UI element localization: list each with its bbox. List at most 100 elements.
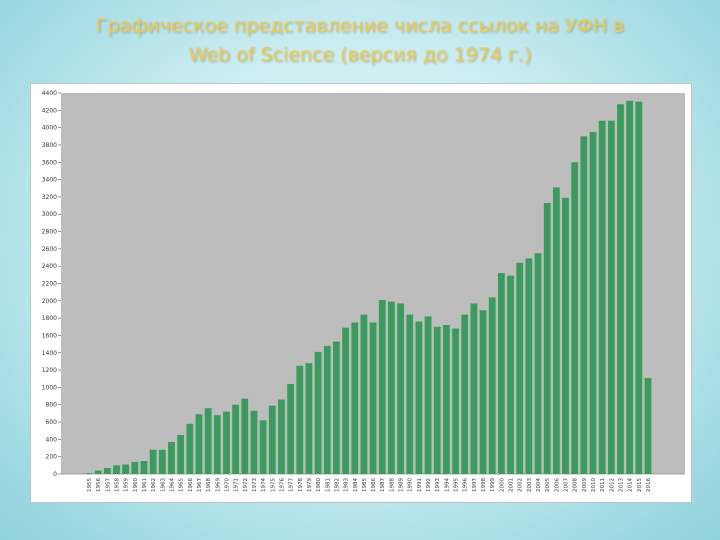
x-tick-label: 1974 <box>261 478 267 492</box>
x-tick-label: 1992 <box>426 478 432 492</box>
bar-1967 <box>195 414 203 474</box>
x-tick-label: 1994 <box>444 478 450 492</box>
x-tick-label: 1999 <box>490 478 496 492</box>
x-tick-label: 1962 <box>151 478 157 492</box>
bar-1972 <box>241 398 249 474</box>
title-line-2: Web of Science (версия до 1974 г.) <box>188 44 532 66</box>
bar-2010 <box>589 131 597 474</box>
x-tick-label: 1972 <box>243 478 249 492</box>
y-tick-label: 4000 <box>42 125 57 132</box>
chart-frame: 0 200 400 600 800 1000 1200 1400 1600 1800 2000 220… <box>30 83 692 503</box>
y-tick-label: 1400 <box>42 350 57 357</box>
bar-1978 <box>296 365 304 474</box>
y-tick-label: 800 <box>46 402 58 409</box>
y-tick-label: 3200 <box>42 194 57 201</box>
x-tick-label: 1976 <box>279 478 285 492</box>
bar-1995 <box>452 328 459 474</box>
x-tick-label: 1995 <box>454 478 460 492</box>
bar-1963 <box>158 449 166 474</box>
bar-2003 <box>525 258 533 474</box>
x-tick-label: 2013 <box>619 478 625 492</box>
bar-1980 <box>314 351 322 474</box>
y-tick-label: 1200 <box>42 367 57 374</box>
bar-2015 <box>635 101 643 474</box>
x-tick-label: 1981 <box>325 478 331 492</box>
bar-1971 <box>232 404 240 474</box>
x-tick-label: 2003 <box>527 478 533 492</box>
x-tick-label: 1985 <box>362 478 368 492</box>
bar-1992 <box>424 316 432 474</box>
x-tick-label: 1969 <box>215 478 221 492</box>
bar-1975 <box>268 405 276 474</box>
x-tick-label: 2007 <box>564 478 570 492</box>
y-tick-label: 3600 <box>42 159 57 166</box>
bar-1958 <box>113 465 120 474</box>
x-tick-label: 2010 <box>591 478 597 492</box>
x-tick-label: 1970 <box>224 478 230 492</box>
bar-2001 <box>507 275 514 474</box>
bar-2002 <box>516 262 524 474</box>
y-tick-label: 0 <box>53 471 57 478</box>
y-tick-label: 2400 <box>42 263 57 270</box>
x-tick-label: 1991 <box>417 478 423 492</box>
x-tick-label: 1975 <box>270 478 276 492</box>
x-tick-label: 1956 <box>96 478 102 492</box>
bar-1959 <box>122 464 130 474</box>
bar-1996 <box>461 314 469 474</box>
x-tick-label: 1973 <box>252 478 258 492</box>
bar-1965 <box>177 435 185 474</box>
bar-1962 <box>149 449 157 474</box>
title-line-1: Графическое представление числа ссылок н… <box>95 15 625 37</box>
x-tick-label: 1989 <box>399 478 405 492</box>
x-tick-label: 2006 <box>554 478 560 492</box>
y-tick-label: 3000 <box>42 211 57 218</box>
bar-1956 <box>94 470 102 474</box>
bar-1991 <box>415 321 423 474</box>
x-tick-label: 2001 <box>509 478 515 492</box>
x-tick-label: 1996 <box>463 478 469 492</box>
x-tick-label: 1983 <box>344 478 350 492</box>
x-tick-label: 1964 <box>169 478 175 492</box>
x-tick-label: 1971 <box>234 478 240 492</box>
bar-1993 <box>433 326 441 474</box>
bar-1983 <box>342 327 349 474</box>
bar-1984 <box>351 322 359 474</box>
y-tick-label: 200 <box>46 454 58 461</box>
bar-1970 <box>223 411 230 474</box>
x-tick-label: 2011 <box>600 478 606 492</box>
bar-chart: 0 200 400 600 800 1000 1200 1400 1600 1800 2000 220… <box>42 90 685 492</box>
bar-1961 <box>140 461 148 474</box>
bar-2009 <box>580 136 588 474</box>
y-tick-label: 1800 <box>42 315 57 322</box>
x-tick-label: 1980 <box>316 478 322 492</box>
y-tick-label: 4400 <box>42 90 57 97</box>
x-tick-label: 1987 <box>380 478 386 492</box>
bar-1999 <box>488 297 496 474</box>
x-tick-label: 1982 <box>334 478 340 492</box>
bar-2012 <box>607 120 615 474</box>
x-tick-label: 1978 <box>298 478 304 492</box>
bar-1979 <box>305 363 313 474</box>
x-tick-label: 1960 <box>133 478 139 492</box>
bar-1966 <box>186 423 194 474</box>
bar-1981 <box>323 345 331 474</box>
x-tick-label: 1957 <box>105 478 111 492</box>
bar-1974 <box>259 420 267 474</box>
x-tick-label: 1959 <box>124 478 130 492</box>
y-tick-label: 3400 <box>42 177 57 184</box>
x-tick-label: 2014 <box>628 478 634 492</box>
x-tick-label: 1966 <box>188 478 194 492</box>
y-tick-label: 2600 <box>42 246 57 253</box>
bar-2004 <box>534 253 542 474</box>
slide-title: Графическое представление числа ссылок н… <box>0 12 720 70</box>
x-tick-label: 1988 <box>389 478 395 492</box>
y-tick-label: 2000 <box>42 298 57 305</box>
y-tick-label: 2800 <box>42 229 57 236</box>
x-tick-label: 1977 <box>289 478 295 492</box>
bar-1968 <box>204 408 212 474</box>
bar-1969 <box>213 415 221 474</box>
x-tick-label: 2004 <box>536 478 542 492</box>
x-tick-label: 2000 <box>499 478 505 492</box>
x-tick-label: 2002 <box>518 478 524 492</box>
bar-2011 <box>598 120 606 474</box>
